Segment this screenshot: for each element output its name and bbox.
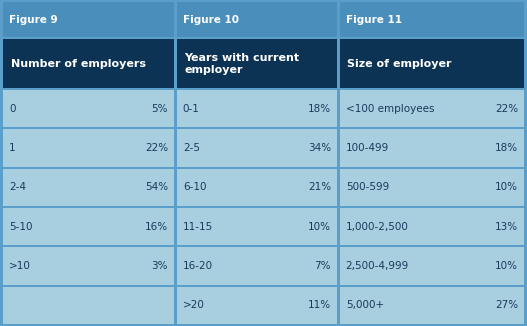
Text: 1,000-2,500: 1,000-2,500 [346,222,408,232]
Text: 27%: 27% [495,300,518,310]
Bar [340,208,524,245]
Text: 13%: 13% [495,222,518,232]
Text: >20: >20 [183,300,205,310]
Text: Size of employer: Size of employer [347,59,452,69]
Bar [177,129,337,167]
Text: 7%: 7% [315,261,331,271]
Text: Years with current
employer: Years with current employer [184,53,299,75]
Bar [3,208,174,245]
Text: 34%: 34% [308,143,331,153]
Text: 22%: 22% [145,143,168,153]
Text: 0: 0 [9,104,15,114]
Bar [177,208,337,245]
Text: 5-10: 5-10 [9,222,33,232]
Bar [340,169,524,206]
Text: 2,500-4,999: 2,500-4,999 [346,261,409,271]
Text: 500-599: 500-599 [346,182,389,192]
Text: 16-20: 16-20 [183,261,213,271]
Text: 54%: 54% [145,182,168,192]
Text: 2-5: 2-5 [183,143,200,153]
Bar [177,169,337,206]
Bar [177,90,337,127]
Bar [177,2,337,37]
Bar [3,2,174,37]
Bar [3,39,174,88]
Bar [177,39,337,88]
Text: 5,000+: 5,000+ [346,300,384,310]
Bar [3,287,174,324]
Text: Figure 11: Figure 11 [346,15,402,25]
Text: 18%: 18% [308,104,331,114]
Bar [340,90,524,127]
Bar [340,39,524,88]
Text: 18%: 18% [495,143,518,153]
Text: 100-499: 100-499 [346,143,389,153]
Text: <100 employees: <100 employees [346,104,434,114]
Text: Number of employers: Number of employers [11,59,145,69]
Bar [3,247,174,285]
Text: 5%: 5% [152,104,168,114]
Text: 10%: 10% [308,222,331,232]
Text: 10%: 10% [495,182,518,192]
Bar [340,287,524,324]
Bar [3,90,174,127]
Text: 10%: 10% [495,261,518,271]
Text: 0-1: 0-1 [183,104,200,114]
Text: Figure 10: Figure 10 [183,15,239,25]
Text: 6-10: 6-10 [183,182,207,192]
Text: 22%: 22% [495,104,518,114]
Text: 1: 1 [9,143,16,153]
Text: 2-4: 2-4 [9,182,26,192]
Bar [340,2,524,37]
Bar [3,129,174,167]
Bar [3,169,174,206]
Text: Figure 9: Figure 9 [9,15,57,25]
Bar [340,129,524,167]
Text: >10: >10 [9,261,31,271]
Text: 3%: 3% [152,261,168,271]
Bar [340,247,524,285]
Text: 11%: 11% [308,300,331,310]
Bar [177,287,337,324]
Text: 21%: 21% [308,182,331,192]
Text: 11-15: 11-15 [183,222,213,232]
Text: 16%: 16% [145,222,168,232]
Bar [177,247,337,285]
